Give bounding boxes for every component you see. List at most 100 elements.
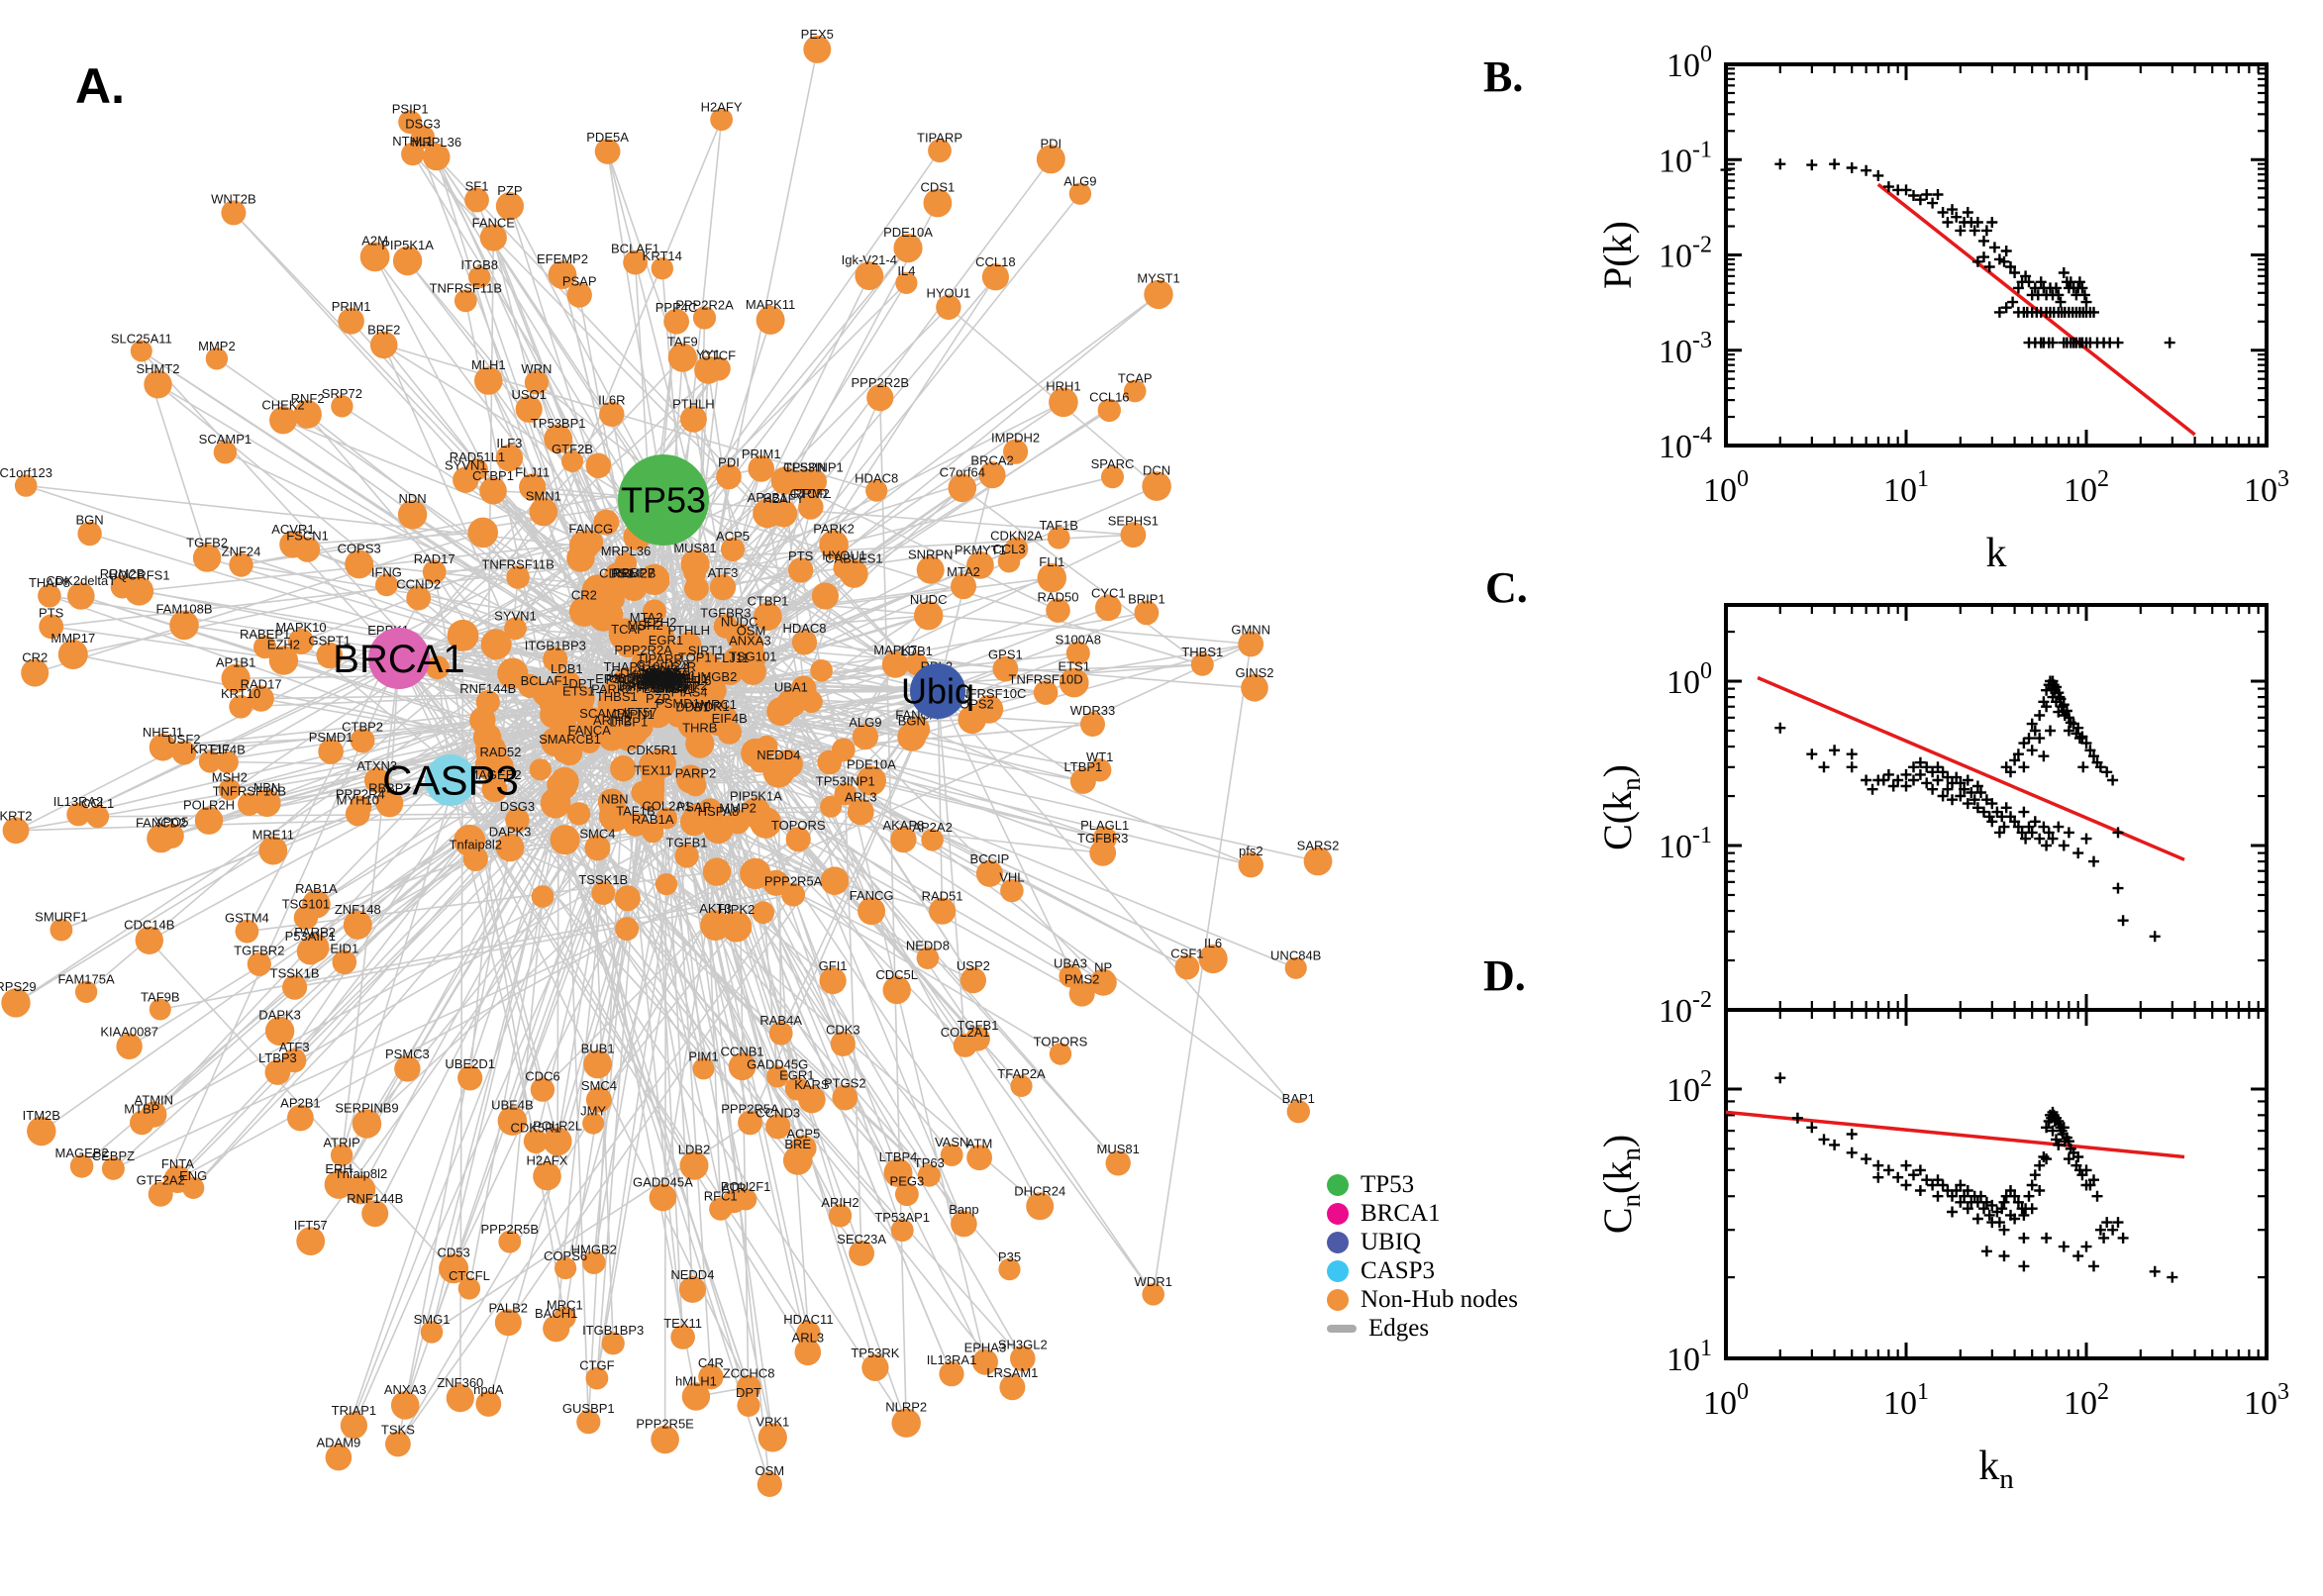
network-node xyxy=(67,582,95,610)
network-node-label: LTBP3 xyxy=(258,1050,297,1065)
network-node-label: PTGS2 xyxy=(824,1076,866,1091)
data-point-plus-marker xyxy=(2034,733,2046,745)
network-node xyxy=(1037,563,1067,593)
network-node-label: VRK1 xyxy=(756,1414,789,1429)
network-node-label: LTBP1 xyxy=(609,715,648,730)
network-node xyxy=(533,682,557,707)
network-node-label: ANXA3 xyxy=(729,634,771,648)
data-points xyxy=(1774,1072,2178,1283)
network-node-label: MMP17 xyxy=(50,631,95,646)
network-node xyxy=(296,1227,326,1255)
plot-panel-c: 100 10-1 10-2 C(kn​) xyxy=(1595,603,2269,1030)
network-node-label: H2AFX xyxy=(527,1153,568,1168)
network-node-label: SMG1 xyxy=(414,1312,451,1327)
network-node-label: TOP1 xyxy=(678,650,712,665)
network-node-label: ZNF148 xyxy=(335,902,381,917)
network-node-label: RRM2B xyxy=(611,565,656,580)
network-node-label: CDS1 xyxy=(921,180,956,195)
data-point-plus-marker xyxy=(2026,827,2038,839)
data-point-plus-marker xyxy=(1829,1139,1841,1150)
network-edge xyxy=(658,681,980,1158)
data-point-plus-marker xyxy=(1908,190,1919,201)
data-point-plus-marker xyxy=(2088,1174,2099,1186)
network-node-label: MYH10 xyxy=(337,793,379,808)
network-node-label: ATR xyxy=(646,677,670,692)
network-node xyxy=(1000,878,1024,903)
network-node-label: ANXA3 xyxy=(384,1382,427,1397)
network-node-label: USO1 xyxy=(511,387,546,402)
network-node xyxy=(828,1204,853,1228)
network-node-label: PLAGL1 xyxy=(648,667,696,682)
network-node-label: CDK5R1 xyxy=(627,743,677,757)
network-node-label: PSAP xyxy=(677,799,712,814)
data-point-plus-marker xyxy=(2107,1224,2119,1236)
network-node-label: IL13RA2 xyxy=(53,794,104,809)
network-node-label: RRM2B xyxy=(100,566,146,581)
x-tick-label: 102 xyxy=(2064,1379,2109,1422)
data-point-plus-marker xyxy=(1962,1203,1973,1215)
network-edge xyxy=(642,770,780,794)
network-node-label: SMARCB1 xyxy=(539,732,601,747)
network-node-label: CLSPN xyxy=(783,459,826,474)
network-node xyxy=(936,294,961,320)
network-node xyxy=(593,509,620,536)
network-node xyxy=(359,242,390,272)
network-node-label: SIRT1 xyxy=(688,644,725,658)
data-point-plus-marker xyxy=(2026,745,2038,756)
network-node-label: YY1 xyxy=(696,348,721,362)
data-point-plus-marker xyxy=(2072,1151,2084,1162)
network-node xyxy=(1065,641,1090,665)
network-node-label: RAB1A xyxy=(295,881,338,896)
data-point-plus-marker xyxy=(2026,1179,2038,1191)
network-node-label: PPP2R2B xyxy=(852,375,910,390)
network-node-label: IMPDH2 xyxy=(991,431,1040,446)
network-node xyxy=(465,458,488,481)
data-point-plus-marker xyxy=(1872,1159,1884,1171)
data-point-plus-marker xyxy=(2005,261,2016,272)
network-node-label: PDE10A xyxy=(847,757,896,772)
network-node xyxy=(798,1085,826,1114)
y-tick-label: 102 xyxy=(1666,1066,1712,1109)
network-node xyxy=(781,882,806,907)
network-node-label: ATXN3 xyxy=(356,758,397,773)
network-node xyxy=(1284,956,1307,979)
data-point-plus-marker xyxy=(2051,681,2062,693)
data-point-plus-marker xyxy=(1921,1174,1933,1186)
network-node-label: EPHA3 xyxy=(964,1341,1007,1355)
network-node xyxy=(530,1077,556,1102)
data-point-plus-marker xyxy=(2088,750,2099,762)
network-node xyxy=(649,676,671,700)
network-node xyxy=(1092,826,1117,851)
network-node-label: CTCFL xyxy=(790,486,832,501)
network-node-label: DPT xyxy=(568,676,594,691)
network-node xyxy=(720,911,753,943)
data-point-plus-marker xyxy=(1998,1224,2010,1236)
data-point-plus-marker xyxy=(1846,162,1858,173)
network-node xyxy=(750,807,782,839)
data-point-plus-marker xyxy=(1988,242,2000,253)
data-point-plus-marker xyxy=(2000,302,2012,314)
network-node xyxy=(135,926,163,954)
network-node-label: CDC6 xyxy=(525,1068,559,1083)
network-node-label: PARP2 xyxy=(294,925,336,940)
network-node xyxy=(390,1391,420,1420)
network-node xyxy=(268,646,299,675)
data-point-plus-marker xyxy=(2117,915,2129,927)
network-node-label: PSMC3 xyxy=(385,1047,430,1061)
network-node-label: ACVR1 xyxy=(271,522,314,537)
network-node-label: HIPK2 xyxy=(718,902,756,917)
network-edge xyxy=(637,633,1047,694)
network-node-label: SHMT2 xyxy=(136,361,179,376)
data-point-plus-marker xyxy=(2063,712,2074,724)
network-node-label: CTBP1 xyxy=(472,468,514,483)
legend-item-label: BRCA1 xyxy=(1361,1199,1441,1227)
network-edge xyxy=(577,812,738,928)
data-point-plus-marker xyxy=(1932,774,1944,786)
data-point-plus-marker xyxy=(1908,1169,1919,1181)
data-point-plus-marker xyxy=(2020,833,2032,845)
network-node-label: CDK3 xyxy=(826,1023,860,1038)
network-node-label: ILF3 xyxy=(654,665,679,680)
network-node-label: UQCRFS1 xyxy=(108,567,169,582)
network-node xyxy=(1238,852,1264,878)
